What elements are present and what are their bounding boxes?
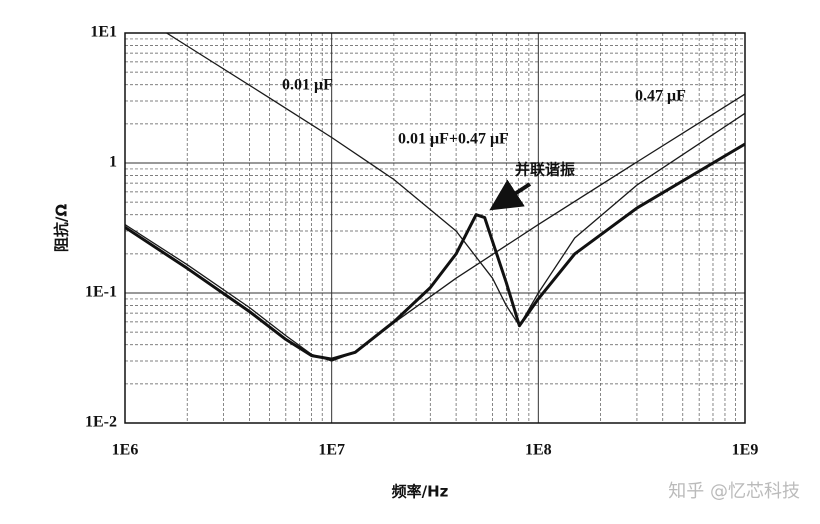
y-tick-label: 1E-1 [85, 284, 117, 301]
annotation: 并联谐振 [515, 161, 575, 179]
y-tick-label: 1E1 [90, 24, 117, 41]
series-label: 0.01 μF [282, 77, 333, 94]
series-line [166, 33, 745, 327]
series-label: 0.47 μF [635, 88, 686, 105]
x-tick-label: 1E7 [318, 442, 345, 459]
y-tick-label: 1E-2 [85, 414, 117, 431]
x-tick-label: 1E9 [732, 442, 759, 459]
plot-frame [124, 32, 746, 424]
annotation-arrow [489, 179, 532, 211]
y-axis-label: 阻抗/Ω [53, 204, 71, 252]
watermark: 知乎 @忆芯科技 [668, 481, 800, 502]
y-tick-label: 1 [109, 154, 117, 171]
x-axis-label: 频率/Hz [392, 483, 449, 501]
series-label: 0.01 μF+0.47 μF [398, 131, 509, 148]
x-tick-label: 1E8 [525, 442, 552, 459]
series-line [125, 142, 745, 361]
lines [125, 33, 745, 362]
x-tick-label: 1E6 [112, 442, 139, 459]
